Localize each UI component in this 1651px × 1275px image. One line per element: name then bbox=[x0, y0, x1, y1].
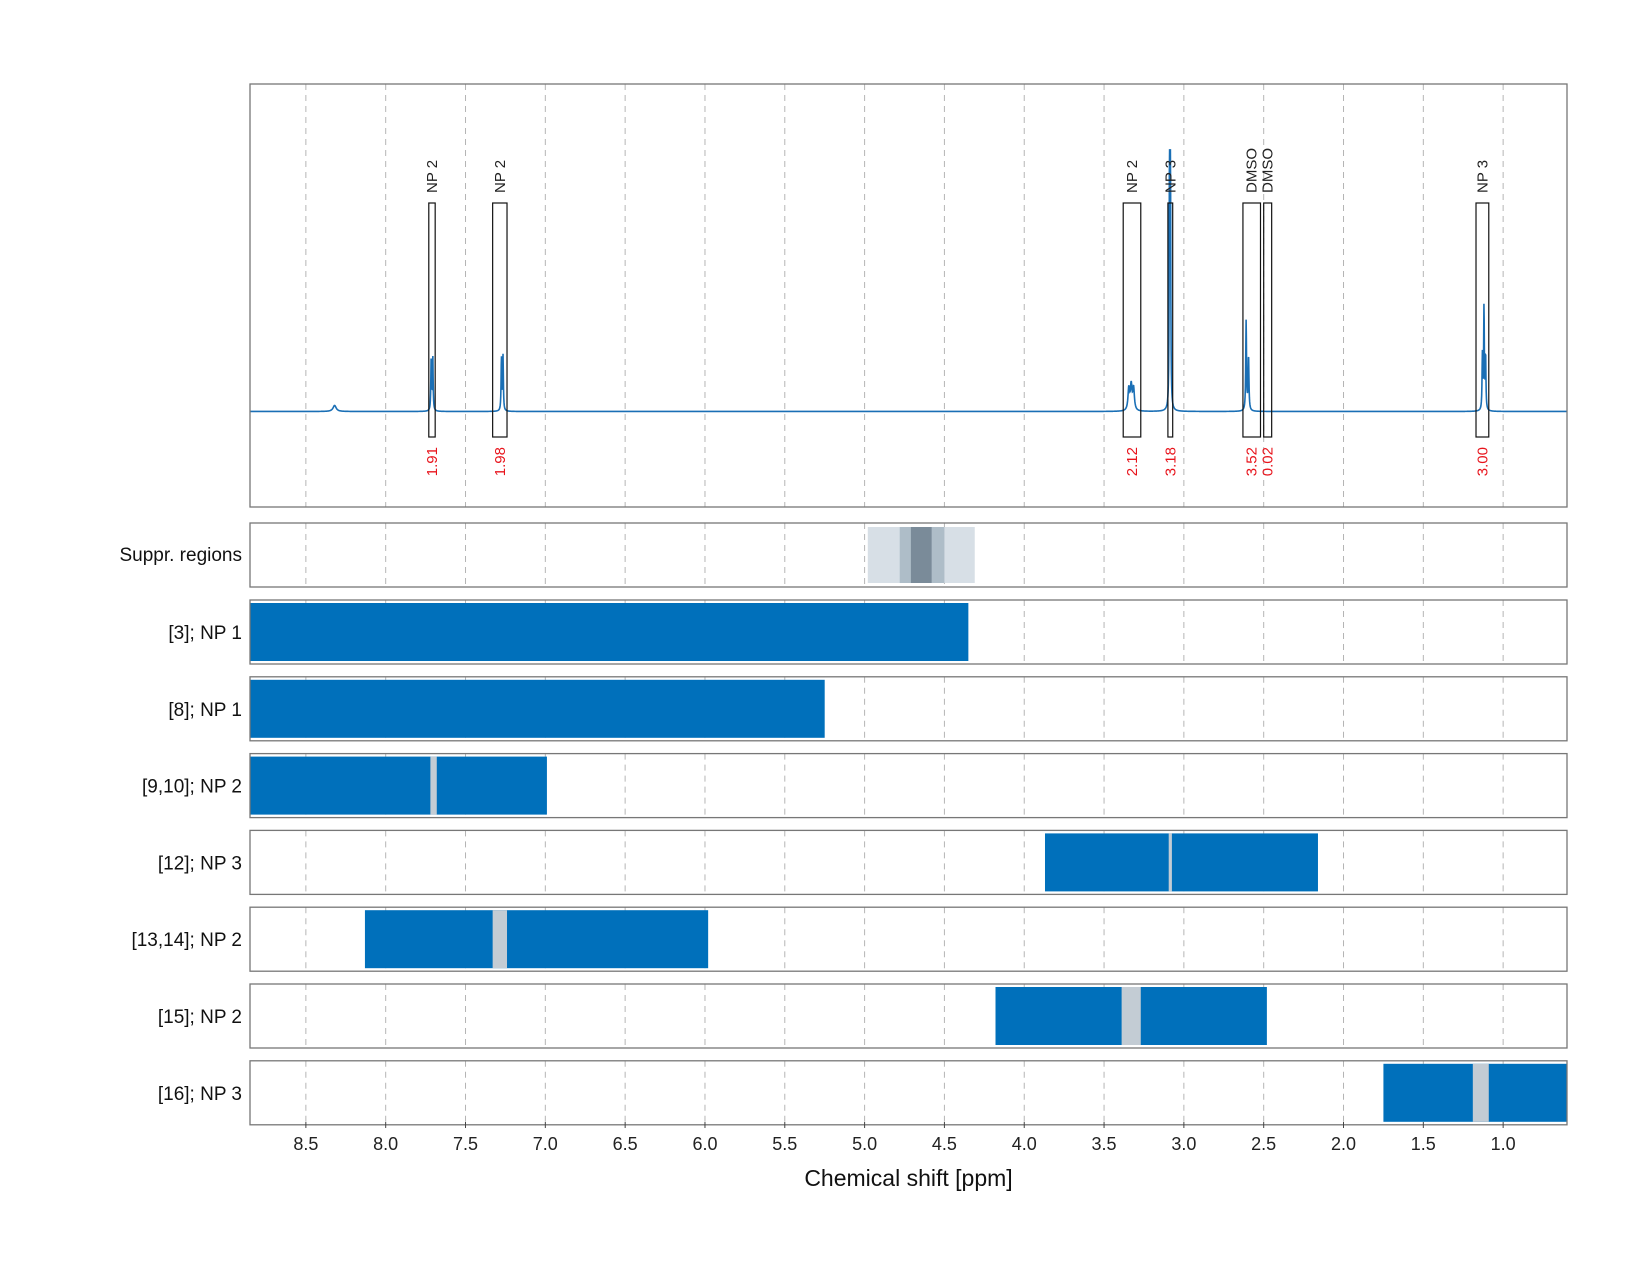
integral-label: 1.91 bbox=[424, 447, 441, 476]
row-label: [8]; NP 1 bbox=[168, 700, 242, 721]
x-tick-label: 3.5 bbox=[1092, 1134, 1117, 1154]
peak-box bbox=[1475, 202, 1490, 438]
x-axis: 8.5 8.0 7.5 7.0 6.5 6.0 5.5 5.0 4.5 4.0 3.5 3.0 2.5 2… bbox=[293, 1122, 1516, 1154]
integral-label: 3.52 bbox=[1244, 447, 1261, 476]
spectrum-line bbox=[250, 149, 1567, 413]
row-label: [15]; NP 2 bbox=[158, 1007, 242, 1028]
region-row: [8]; NP 1 bbox=[168, 676, 1568, 742]
x-tick-label: 8.5 bbox=[293, 1134, 318, 1154]
peak-box bbox=[1122, 202, 1142, 438]
region-row: [15]; NP 2 bbox=[158, 983, 1568, 1049]
x-tick-label: 6.0 bbox=[692, 1134, 717, 1154]
peak-label: NP 2 bbox=[492, 160, 509, 193]
integral-label: 3.18 bbox=[1162, 447, 1179, 476]
peak-box bbox=[1167, 202, 1174, 438]
region-bar bbox=[250, 756, 547, 815]
panel-frame bbox=[249, 1060, 1568, 1126]
x-tick-label: 4.5 bbox=[932, 1134, 957, 1154]
region-gap bbox=[1472, 1063, 1489, 1122]
peak-label: NP 2 bbox=[1124, 160, 1141, 193]
x-tick-label: 7.0 bbox=[533, 1134, 558, 1154]
x-tick-label: 7.5 bbox=[453, 1134, 478, 1154]
region-row: [16]; NP 3 bbox=[158, 1060, 1568, 1126]
x-axis-label: Chemical shift [ppm] bbox=[804, 1165, 1012, 1191]
peak-label: DMSO bbox=[1260, 148, 1277, 193]
row-background bbox=[250, 1060, 1567, 1125]
region-row: [13,14]; NP 2 bbox=[131, 906, 1568, 972]
panel-frame bbox=[249, 752, 1568, 819]
region-bar bbox=[250, 679, 825, 738]
row-label: [3]; NP 1 bbox=[168, 623, 242, 644]
x-tick-label: 6.5 bbox=[613, 1134, 638, 1154]
panel-frame bbox=[249, 676, 1568, 742]
panel-frame bbox=[249, 906, 1568, 972]
peak-label: NP 3 bbox=[1474, 160, 1491, 193]
x-tick-label: 1.5 bbox=[1411, 1134, 1436, 1154]
row-label: [16]; NP 3 bbox=[158, 1084, 242, 1105]
region-gap bbox=[1121, 987, 1141, 1045]
panel-frame bbox=[249, 599, 1568, 665]
peak-box bbox=[1242, 202, 1262, 438]
integral-label: 2.12 bbox=[1124, 447, 1141, 476]
integral-label: 3.00 bbox=[1474, 447, 1491, 476]
x-tick-label: 5.5 bbox=[772, 1134, 797, 1154]
x-tick-label: 5.0 bbox=[852, 1134, 877, 1154]
region-bar bbox=[250, 603, 969, 661]
row-label: [12]; NP 3 bbox=[158, 853, 242, 874]
region-row: [3]; NP 1 bbox=[168, 599, 1568, 665]
peak-box bbox=[492, 202, 508, 438]
panel-frame bbox=[249, 522, 1568, 588]
suppression-panel: Suppr. regions bbox=[119, 522, 1568, 588]
region-bar bbox=[1044, 833, 1318, 892]
peak-label: NP 3 bbox=[1162, 160, 1179, 193]
peak-box bbox=[1263, 202, 1273, 438]
x-tick-label: 2.5 bbox=[1251, 1134, 1276, 1154]
peak-label: DMSO bbox=[1244, 148, 1261, 193]
suppression-label: Suppr. regions bbox=[119, 545, 242, 566]
peak-box bbox=[428, 202, 436, 438]
spectrum-background bbox=[250, 84, 1567, 507]
region-row: [12]; NP 3 bbox=[158, 829, 1568, 896]
region-row: [9,10]; NP 2 bbox=[142, 752, 1568, 819]
panel-frame bbox=[249, 83, 1568, 508]
panel-frame bbox=[249, 983, 1568, 1049]
row-background bbox=[250, 830, 1567, 895]
row-background bbox=[250, 984, 1567, 1048]
x-tick-label: 1.0 bbox=[1491, 1134, 1516, 1154]
region-bar bbox=[364, 910, 709, 969]
region-rows: [3]; NP 1 [8]; NP 1 [9,10]; NP 2 [12]; NP 3… bbox=[131, 599, 1568, 1126]
x-tick-label: 8.0 bbox=[373, 1134, 398, 1154]
peak-label: NP 2 bbox=[424, 160, 441, 193]
spectrum-panel: NP 2 1.91 NP 2 1.98 NP 2 2.12 NP 3 3.18 DMSO 3.52… bbox=[249, 83, 1568, 508]
x-tick-label: 4.0 bbox=[1012, 1134, 1037, 1154]
region-gap bbox=[492, 910, 508, 969]
region-gap bbox=[1168, 833, 1172, 892]
region-gap bbox=[430, 756, 437, 815]
row-label: [9,10]; NP 2 bbox=[142, 777, 242, 798]
integral-label: 0.02 bbox=[1260, 447, 1277, 476]
row-label: [13,14]; NP 2 bbox=[131, 930, 242, 951]
suppression-band bbox=[910, 527, 932, 583]
x-tick-label: 3.0 bbox=[1171, 1134, 1196, 1154]
x-tick-label: 2.0 bbox=[1331, 1134, 1356, 1154]
integral-label: 1.98 bbox=[492, 447, 509, 476]
panel-frame bbox=[249, 829, 1568, 896]
